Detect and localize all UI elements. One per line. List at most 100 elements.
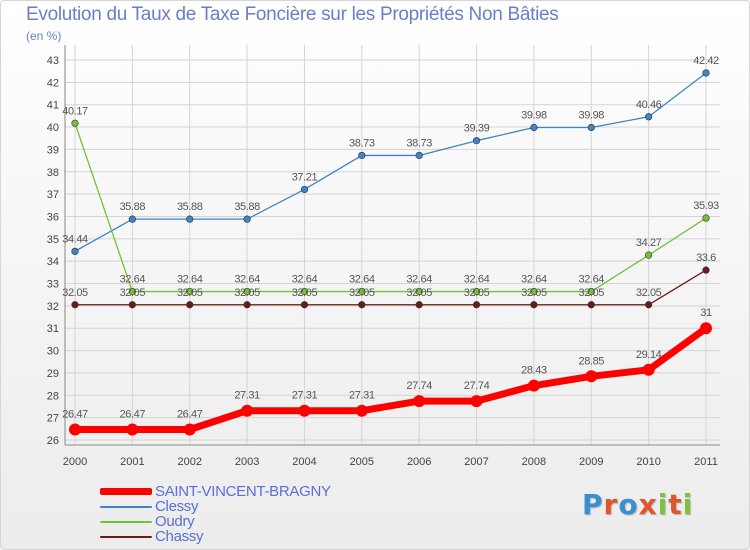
legend-swatch (100, 536, 152, 538)
data-label-oudry: 32.64 (579, 274, 605, 286)
x-tick-label: 2009 (579, 456, 603, 468)
data-label-chassy: 32.05 (579, 287, 605, 299)
data-label-saint-vincent-bragny: 31 (700, 307, 712, 319)
data-point-clessy (128, 215, 136, 223)
data-labels: 26.47 26.47 26.47 27.31 27.31 27.31 27.74 27.74… (62, 55, 719, 421)
x-tick-label: 2006 (407, 456, 431, 468)
data-label-clessy: 39.98 (521, 110, 547, 122)
y-tick-label: 28 (47, 390, 59, 402)
axes: 26 27 28 29 30 31 32 33 34 35 36 37 38 39 40 41 42 43 2000… (47, 45, 720, 468)
data-point-chassy (415, 301, 423, 309)
data-point-clessy (415, 151, 423, 160)
data-label-chassy: 32.05 (406, 287, 432, 299)
data-point-clessy (300, 185, 309, 194)
data-point-clessy (358, 151, 366, 160)
y-tick-label: 42 (47, 77, 59, 89)
data-label-clessy: 38.73 (406, 137, 432, 149)
data-point-chassy (530, 301, 538, 309)
y-tick-label: 43 (47, 55, 59, 67)
legend-label: Chassy (155, 528, 204, 545)
data-label-saint-vincent-bragny: 29.14 (636, 349, 662, 361)
y-tick-label: 26 (47, 435, 59, 447)
data-label-chassy: 32.05 (636, 287, 662, 299)
y-tick-label: 31 (47, 323, 59, 335)
data-label-oudry: 32.64 (234, 274, 260, 286)
data-point-oudry (472, 287, 481, 296)
y-tick-label: 29 (47, 368, 59, 380)
data-label-clessy: 35.88 (234, 201, 260, 213)
data-label-oudry: 32.64 (177, 274, 203, 286)
data-label-saint-vincent-bragny: 27.74 (406, 380, 432, 392)
data-point-saint-vincent-bragny (126, 423, 139, 436)
x-tick-label: 2004 (292, 456, 316, 468)
data-label-chassy: 32.05 (177, 287, 203, 299)
proxiti-logo: Proxiti (582, 488, 693, 521)
x-tick-label: 2010 (636, 456, 660, 468)
data-point-saint-vincent-bragny (69, 423, 81, 436)
logo-letter: P (582, 488, 604, 521)
data-label-saint-vincent-bragny: 28.85 (579, 355, 605, 367)
data-point-oudry (243, 287, 251, 296)
data-point-oudry (128, 287, 136, 296)
legend-label: Clessy (155, 498, 199, 515)
data-point-chassy (71, 301, 79, 309)
series-line-chassy (74, 269, 707, 306)
data-label-oudry: 32.64 (292, 274, 318, 286)
data-label-clessy: 40.46 (636, 99, 662, 111)
y-tick-label: 39 (47, 144, 59, 156)
y-tick-label: 40 (47, 122, 59, 134)
data-point-oudry (358, 287, 366, 296)
series-lines (69, 69, 712, 436)
y-tick-label: 38 (47, 167, 59, 179)
data-point-chassy (300, 301, 309, 309)
data-point-chassy (358, 301, 366, 309)
data-point-saint-vincent-bragny (700, 322, 712, 335)
data-label-oudry: 32.64 (349, 274, 375, 286)
x-tick-label: 2005 (350, 456, 374, 468)
data-label-oudry: 32.64 (120, 274, 146, 286)
x-tick-label: 2011 (694, 456, 718, 468)
data-label-oudry: 34.27 (636, 237, 662, 249)
logo-letter: r (603, 488, 619, 521)
data-label-oudry: 35.93 (693, 200, 719, 212)
y-tick-label: 41 (47, 100, 59, 112)
data-label-chassy: 32.05 (521, 287, 547, 299)
logo-letter: t (668, 488, 683, 521)
logo-letter: o (618, 488, 639, 521)
data-label-clessy: 38.73 (349, 137, 375, 149)
x-tick-label: 2001 (120, 456, 144, 468)
data-label-clessy: 42.42 (693, 55, 719, 67)
y-tick-label: 35 (47, 234, 59, 246)
y-tick-label: 27 (47, 413, 59, 425)
data-point-chassy (243, 301, 251, 309)
data-point-chassy (645, 301, 653, 309)
logo-letter: i (657, 488, 669, 521)
data-label-chassy: 32.05 (464, 287, 490, 299)
logo-letter: x (638, 488, 658, 521)
data-point-oudry (530, 287, 538, 296)
data-point-clessy (587, 123, 595, 132)
y-tick-label: 34 (47, 256, 59, 268)
data-label-chassy: 32.05 (349, 287, 375, 299)
data-point-saint-vincent-bragny (470, 395, 483, 408)
data-label-chassy: 32.05 (234, 287, 260, 299)
gridlines (65, 45, 720, 445)
data-point-chassy (186, 301, 194, 309)
unit-label: (en %) (26, 29, 62, 43)
y-tick-label: 37 (47, 189, 59, 201)
data-label-saint-vincent-bragny: 27.31 (349, 390, 375, 402)
data-point-saint-vincent-bragny (585, 370, 598, 383)
data-point-chassy (472, 301, 481, 309)
data-label-chassy: 32.05 (292, 287, 318, 299)
data-label-clessy: 35.88 (177, 201, 203, 213)
data-point-clessy (530, 123, 538, 132)
data-label-saint-vincent-bragny: 27.31 (292, 390, 318, 402)
data-point-clessy (243, 215, 251, 223)
data-point-chassy (702, 266, 710, 274)
data-point-saint-vincent-bragny (355, 404, 368, 417)
data-point-oudry (587, 287, 595, 296)
y-tick-label: 32 (47, 301, 59, 313)
series-line-clessy (74, 72, 707, 252)
series-line-saint-vincent-bragny (71, 324, 710, 433)
legend-swatch (100, 521, 152, 523)
